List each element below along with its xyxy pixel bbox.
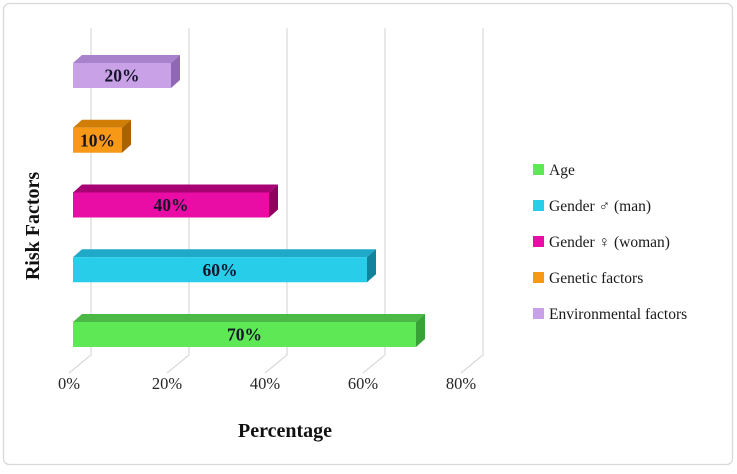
bar-data-label: 20% xyxy=(105,66,140,86)
legend-swatch xyxy=(533,308,544,319)
bar-side-face xyxy=(122,119,131,153)
bar-genetic-factors: 10% xyxy=(73,119,131,153)
bar-front-face xyxy=(73,192,269,218)
legend-label: Environmental factors xyxy=(549,306,687,323)
figure-border xyxy=(2,2,734,466)
bar-top-face xyxy=(73,184,278,193)
bar-front-face xyxy=(73,63,171,88)
bar-side-face xyxy=(416,314,425,347)
gridline xyxy=(362,28,386,374)
bar-top-face xyxy=(73,314,425,322)
x-tick-label: 40% xyxy=(250,374,281,393)
bar-side-face xyxy=(269,184,278,218)
bar-front-face xyxy=(73,127,122,153)
gridline xyxy=(166,28,190,374)
legend-label: Age xyxy=(549,162,575,179)
bar-top-face xyxy=(73,249,376,258)
bar-data-label: 60% xyxy=(203,260,238,280)
bar-data-label: 40% xyxy=(154,195,189,215)
bar-data-label: 70% xyxy=(227,325,262,345)
legend-swatch xyxy=(533,272,544,283)
gridline xyxy=(460,28,484,374)
x-tick-label: 60% xyxy=(348,374,379,393)
bar-gender-♀-(woman): 40% xyxy=(73,184,278,218)
bar-top-face xyxy=(73,55,180,63)
x-tick-label: 80% xyxy=(446,374,477,393)
legend-swatch xyxy=(533,236,544,247)
bar-side-face xyxy=(367,249,376,283)
x-tick-label: 0% xyxy=(58,374,80,393)
bar-environmental-factors: 20% xyxy=(73,55,180,88)
legend-swatch xyxy=(533,200,544,211)
legend-label: Gender ♀ (woman) xyxy=(549,234,670,251)
x-tick-label: 20% xyxy=(152,374,183,393)
legend-label: Gender ♂ (man) xyxy=(549,198,651,215)
bar-age: 70% xyxy=(73,314,425,347)
x-axis-title: Percentage xyxy=(238,420,332,442)
gridline xyxy=(264,28,288,374)
bar-gender-♂-(man): 60% xyxy=(73,249,376,283)
y-axis-title: Risk Factors xyxy=(22,172,44,281)
legend-label: Genetic factors xyxy=(549,270,643,287)
bar-top-face xyxy=(73,119,131,128)
bar-front-face xyxy=(73,257,367,283)
bar-data-label: 10% xyxy=(80,130,115,150)
bar-side-face xyxy=(171,55,180,88)
legend-swatch xyxy=(533,164,544,175)
bar-front-face xyxy=(73,322,416,347)
